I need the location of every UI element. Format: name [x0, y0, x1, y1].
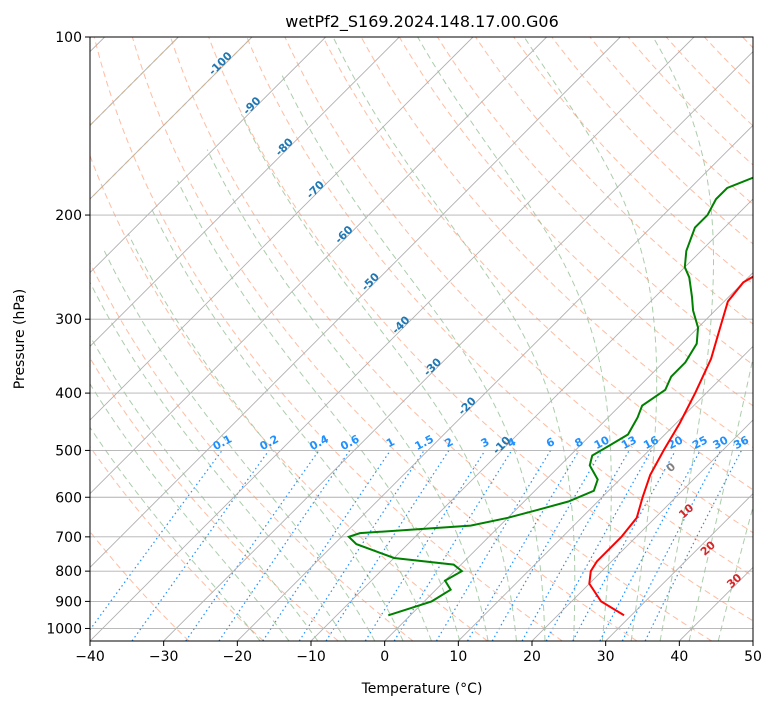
y-tick-label: 500: [55, 443, 82, 459]
x-tick-label: 50: [744, 649, 762, 665]
chart-title: wetPf2_S169.2024.148.17.00.G06: [285, 12, 559, 32]
x-tick-label: −20: [223, 649, 253, 665]
x-tick-label: 40: [670, 649, 688, 665]
x-tick-label: −40: [75, 649, 105, 665]
y-tick-label: 700: [55, 530, 82, 546]
x-axis-label: Temperature (°C): [361, 681, 483, 697]
y-tick-label: 800: [55, 564, 82, 580]
x-tick-label: 10: [449, 649, 467, 665]
x-tick-label: 0: [380, 649, 389, 665]
y-tick-label: 100: [55, 30, 82, 46]
x-tick-label: 20: [523, 649, 541, 665]
y-tick-label: 900: [55, 594, 82, 610]
x-tick-label: −30: [149, 649, 179, 665]
x-tick-label: −10: [296, 649, 326, 665]
y-tick-label: 200: [55, 208, 82, 224]
y-tick-label: 400: [55, 386, 82, 402]
y-axis-label: Pressure (hPa): [12, 289, 28, 389]
y-tick-label: 300: [55, 312, 82, 328]
y-tick-label: 1000: [46, 621, 82, 637]
y-tick-label: 600: [55, 490, 82, 506]
x-tick-label: 30: [597, 649, 615, 665]
